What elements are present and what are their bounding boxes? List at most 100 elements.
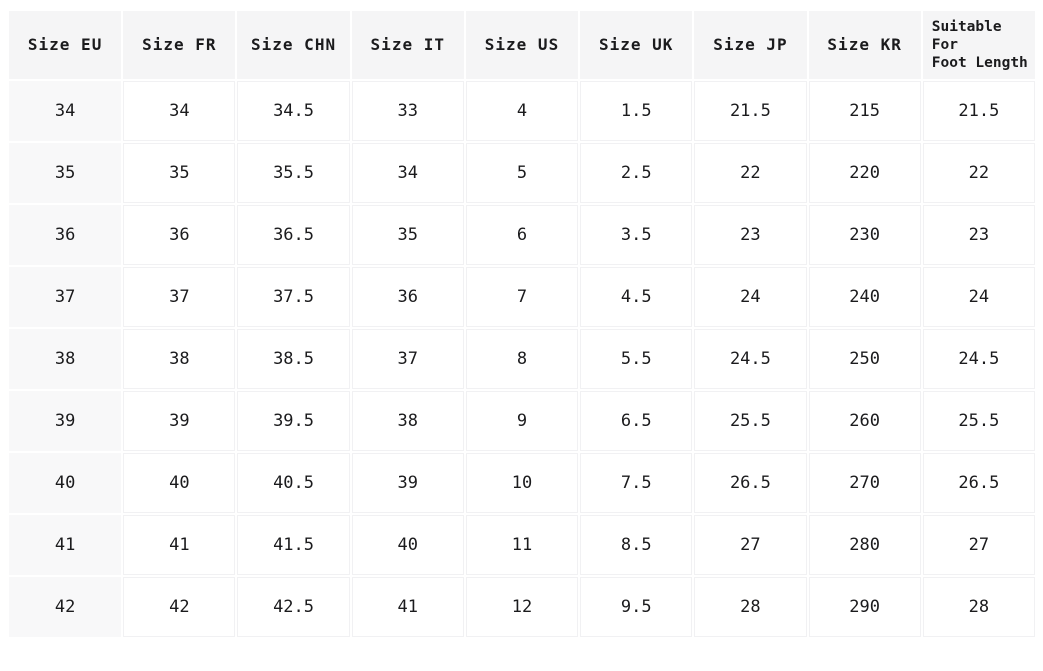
table-cell: 215 [808,81,921,141]
table-row: 35 35 35.5 34 5 2.5 22 220 22 [9,143,1035,203]
table-cell: 260 [808,391,921,451]
table-cell: 35 [351,205,464,265]
table-row: 36 36 36.5 35 6 3.5 23 230 23 [9,205,1035,265]
table-cell: 39 [351,453,464,513]
table-cell: 28 [922,577,1035,637]
table-cell: 6.5 [580,391,693,451]
table-cell: 8 [465,329,579,389]
table-cell: 40 [351,515,464,575]
table-cell: 28 [694,577,807,637]
table-cell: 40.5 [237,453,350,513]
table-cell: 10 [465,453,579,513]
table-cell: 9 [465,391,579,451]
table-header: Size EU Size FR Size CHN Size IT Size US Size… [9,11,1035,79]
table-cell: 21.5 [922,81,1035,141]
table-cell: 42.5 [237,577,350,637]
column-header: Size JP [694,11,807,79]
table-cell: 24.5 [694,329,807,389]
table-cell: 6 [465,205,579,265]
row-header-cell: 42 [9,577,122,637]
table-cell: 39.5 [237,391,350,451]
column-header: Size EU [9,11,122,79]
table-cell: 230 [808,205,921,265]
table-cell: 2.5 [580,143,693,203]
table-row: 41 41 41.5 40 11 8.5 27 280 27 [9,515,1035,575]
row-header-cell: 41 [9,515,122,575]
table-cell: 40 [123,453,236,513]
table-cell: 5.5 [580,329,693,389]
column-header: Suitable For Foot Length [922,11,1035,79]
row-header-cell: 40 [9,453,122,513]
table-cell: 220 [808,143,921,203]
table-cell: 26.5 [694,453,807,513]
table-cell: 22 [694,143,807,203]
column-header: Size US [465,11,579,79]
table-cell: 34 [123,81,236,141]
table-cell: 25.5 [922,391,1035,451]
column-header: Size CHN [237,11,350,79]
table-cell: 33 [351,81,464,141]
table-cell: 41 [123,515,236,575]
table-cell: 4.5 [580,267,693,327]
table-cell: 12 [465,577,579,637]
table-cell: 24 [694,267,807,327]
table-cell: 24.5 [922,329,1035,389]
table-cell: 35.5 [237,143,350,203]
table-row: 40 40 40.5 39 10 7.5 26.5 270 26.5 [9,453,1035,513]
column-header: Size FR [123,11,236,79]
row-header-cell: 39 [9,391,122,451]
size-chart-container: Size EU Size FR Size CHN Size IT Size US Size… [7,9,1037,639]
header-row: Size EU Size FR Size CHN Size IT Size US Size… [9,11,1035,79]
table-cell: 27 [922,515,1035,575]
table-row: 34 34 34.5 33 4 1.5 21.5 215 21.5 [9,81,1035,141]
table-cell: 23 [694,205,807,265]
table-cell: 250 [808,329,921,389]
table-cell: 270 [808,453,921,513]
table-cell: 7 [465,267,579,327]
table-cell: 37 [123,267,236,327]
table-cell: 36.5 [237,205,350,265]
table-cell: 7.5 [580,453,693,513]
table-row: 42 42 42.5 41 12 9.5 28 290 28 [9,577,1035,637]
table-cell: 290 [808,577,921,637]
table-cell: 36 [123,205,236,265]
size-conversion-table: Size EU Size FR Size CHN Size IT Size US Size… [7,9,1037,639]
table-cell: 280 [808,515,921,575]
table-cell: 38.5 [237,329,350,389]
table-cell: 22 [922,143,1035,203]
table-cell: 23 [922,205,1035,265]
table-cell: 37 [351,329,464,389]
table-cell: 25.5 [694,391,807,451]
table-row: 37 37 37.5 36 7 4.5 24 240 24 [9,267,1035,327]
table-cell: 9.5 [580,577,693,637]
table-cell: 3.5 [580,205,693,265]
column-header: Size IT [351,11,464,79]
table-row: 39 39 39.5 38 9 6.5 25.5 260 25.5 [9,391,1035,451]
table-cell: 26.5 [922,453,1035,513]
table-cell: 21.5 [694,81,807,141]
table-cell: 34.5 [237,81,350,141]
row-header-cell: 37 [9,267,122,327]
table-cell: 41 [351,577,464,637]
table-body: 34 34 34.5 33 4 1.5 21.5 215 21.5 35 35 35.5 34 5 2.5 2… [9,81,1035,637]
table-cell: 4 [465,81,579,141]
table-cell: 5 [465,143,579,203]
column-header: Size UK [580,11,693,79]
table-row: 38 38 38.5 37 8 5.5 24.5 250 24.5 [9,329,1035,389]
row-header-cell: 36 [9,205,122,265]
table-cell: 240 [808,267,921,327]
column-header: Size KR [808,11,921,79]
table-cell: 38 [123,329,236,389]
table-cell: 24 [922,267,1035,327]
table-cell: 37.5 [237,267,350,327]
table-cell: 38 [351,391,464,451]
table-cell: 34 [351,143,464,203]
table-cell: 8.5 [580,515,693,575]
row-header-cell: 35 [9,143,122,203]
table-cell: 35 [123,143,236,203]
table-cell: 39 [123,391,236,451]
table-cell: 42 [123,577,236,637]
row-header-cell: 38 [9,329,122,389]
table-cell: 36 [351,267,464,327]
row-header-cell: 34 [9,81,122,141]
